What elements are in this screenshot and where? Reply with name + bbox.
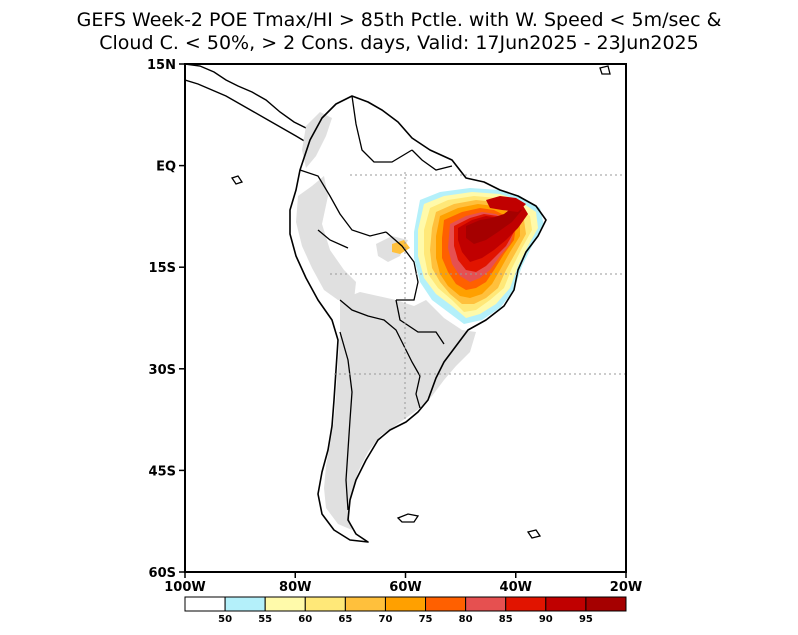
colorbar-legend: 50 55 60 65 70 75 80 85 90 95 <box>184 596 627 625</box>
lon-tick-label: 40W <box>500 580 532 595</box>
colorbar-swatch <box>425 596 467 612</box>
map-title-line-1: GEFS Week-2 POE Tmax/HI > 85th Pctle. wi… <box>76 9 722 31</box>
lon-tick-label: 100W <box>164 580 205 595</box>
country-borders <box>299 95 453 511</box>
colorbar-swatch <box>585 596 627 612</box>
colorbar-swatch <box>384 596 427 612</box>
colorbar-swatch <box>184 596 226 612</box>
colorbar-label: 80 <box>459 614 473 625</box>
lat-tick-label: 45S <box>149 464 176 479</box>
colorbar-swatch <box>505 596 547 612</box>
colorbar-label: 55 <box>258 614 272 625</box>
colorbar-swatch <box>304 596 346 612</box>
coastlines <box>289 95 547 543</box>
map-gridlines <box>330 172 626 420</box>
lat-tick-label: 30S <box>149 363 176 378</box>
lon-tick-label: 20W <box>610 580 642 595</box>
colorbar-label: 90 <box>539 614 553 625</box>
colorbar-label: 75 <box>419 614 433 625</box>
longitude-axis: 100W 80W 60W 40W 20W <box>164 572 642 595</box>
lat-tick-label: 15S <box>149 261 176 276</box>
map-title-line-2: Cloud C. < 50%, > 2 Cons. days, Valid: 1… <box>99 32 699 54</box>
colorbar-swatch <box>344 596 386 612</box>
lat-tick-label: EQ <box>156 160 176 175</box>
colorbar-label: 50 <box>218 614 232 625</box>
colorbar-label: 95 <box>579 614 593 625</box>
colorbar-label: 85 <box>499 614 513 625</box>
lat-tick-label: 15N <box>147 58 176 73</box>
colorbar-label: 60 <box>298 614 312 625</box>
probability-field <box>392 188 544 324</box>
colorbar-swatch <box>545 596 587 612</box>
colorbar-swatch <box>264 596 306 612</box>
lon-tick-label: 60W <box>389 580 421 595</box>
lat-tick-label: 60S <box>149 566 176 581</box>
colorbar-label: 65 <box>338 614 352 625</box>
colorbar-swatch <box>224 596 266 612</box>
colorbar-swatch <box>465 596 507 612</box>
colorbar-label: 70 <box>378 614 392 625</box>
islands <box>230 65 611 539</box>
lon-tick-label: 80W <box>279 580 311 595</box>
latitude-axis: 15N EQ 15S 30S 45S 60S <box>147 58 185 581</box>
